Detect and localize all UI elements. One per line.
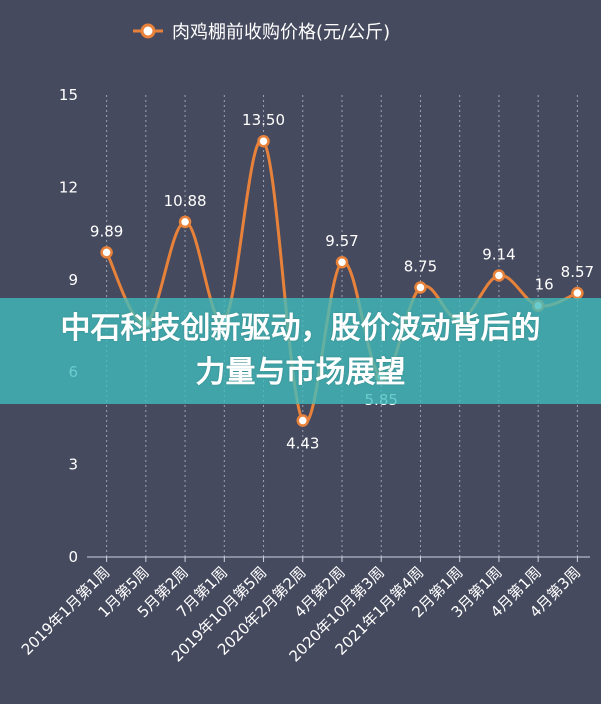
data-label: 9.89: [90, 222, 123, 240]
y-tick-label: 15: [59, 86, 78, 104]
data-label: 16: [535, 276, 554, 294]
y-tick-label: 12: [59, 178, 78, 196]
legend-label: 肉鸡棚前收购价格(元/公斤): [172, 22, 390, 43]
y-tick-label: 9: [68, 271, 78, 289]
data-point: [257, 134, 270, 148]
data-point: [100, 246, 113, 259]
legend: 肉鸡棚前收购价格(元/公斤): [133, 22, 390, 43]
data-point: [571, 286, 584, 300]
y-tick-label: 3: [68, 456, 78, 474]
data-label: 9.57: [325, 232, 358, 250]
data-label: 8.75: [404, 258, 437, 276]
data-label: 13.50: [242, 111, 285, 129]
data-point: [492, 269, 506, 282]
data-label: 4.43: [286, 435, 319, 453]
data-label: 8.57: [561, 263, 594, 281]
title-banner: 中石科技创新驱动，股价波动背后的力量与市场展望: [0, 298, 601, 404]
data-label: 9.14: [482, 245, 515, 263]
banner-title: 中石科技创新驱动，股价波动背后的力量与市场展望: [60, 311, 541, 390]
data-point: [178, 215, 192, 229]
x-axis: 2019年1月第1周1月第5周5月第2周7月第1周2019年10月第5周2020…: [18, 557, 584, 665]
data-point: [414, 281, 427, 294]
data-label: 10.88: [164, 192, 207, 210]
y-tick-label: 0: [68, 548, 78, 566]
legend-marker: [140, 23, 156, 39]
data-point: [335, 255, 349, 269]
data-point: [296, 414, 310, 427]
